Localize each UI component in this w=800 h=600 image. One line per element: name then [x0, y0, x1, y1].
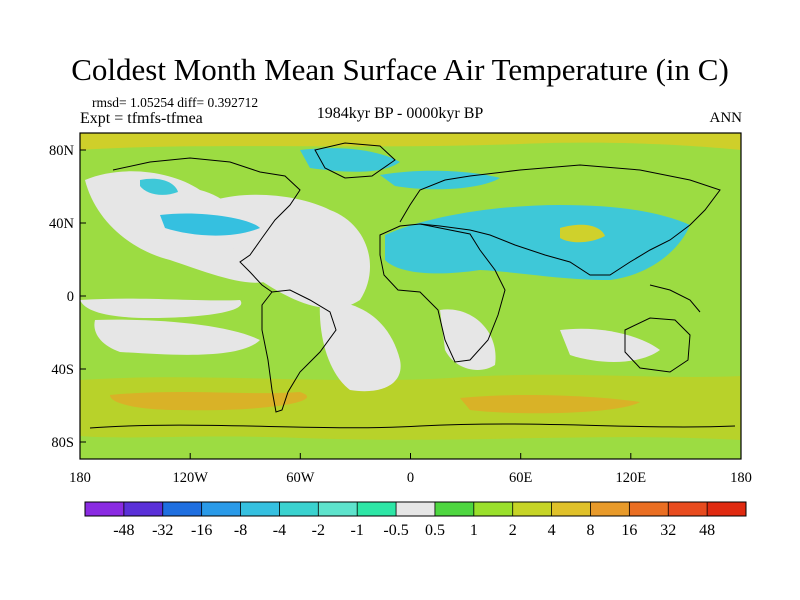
colorbar-bin	[396, 502, 435, 516]
lon-tick-label: 60E	[509, 470, 533, 486]
colorbar-label: 32	[660, 522, 676, 539]
warm-patch-1	[110, 392, 308, 411]
plot-title: Coldest Month Mean Surface Air Temperatu…	[71, 52, 729, 87]
colorbar-bin	[434, 502, 474, 516]
lat-tick-label: 0	[67, 289, 74, 305]
lon-tick-label: 60W	[286, 470, 315, 486]
warm-patch-2	[460, 395, 640, 414]
colorbar-label: -0.5	[383, 522, 408, 539]
coast-greenland	[314, 142, 396, 179]
cool-greenland	[300, 148, 400, 172]
coast-australia	[624, 317, 691, 373]
colorbar-label: -8	[234, 522, 247, 539]
lon-tick-label: 0	[407, 470, 414, 486]
cool-north-europe	[380, 170, 500, 190]
lon-tick-label: 120W	[172, 470, 208, 486]
cool-north-pacific	[160, 213, 260, 236]
colorbar-bin	[551, 502, 591, 516]
colorbar-bin	[279, 502, 319, 516]
period-label: 1984kyr BP - 0000kyr BP	[316, 105, 484, 122]
season-label: ANN	[709, 110, 743, 126]
lat-axis: 80N 40N 0 40S 80S	[49, 143, 86, 451]
colorbar-bin	[512, 502, 552, 516]
colorbar-bin	[707, 502, 746, 516]
coast-antarctica	[89, 423, 736, 429]
colorbar-label: 1	[470, 522, 478, 539]
colorbar-bin	[357, 502, 397, 516]
warm-band-north	[80, 133, 741, 150]
colorbar-bin	[201, 502, 241, 516]
lon-tick-label: 180	[69, 470, 91, 486]
colorbar-label: 4	[548, 522, 556, 539]
neutral-south-atlantic	[319, 300, 401, 392]
colorbar-label: -2	[312, 522, 325, 539]
lat-tick-label: 40N	[49, 216, 75, 232]
colorbar-bin	[590, 502, 630, 516]
colorbar-bin	[123, 502, 163, 516]
colorbar-label: 8	[586, 522, 594, 539]
colorbar-label: -1	[351, 522, 364, 539]
experiment-label: Expt = tfmfs-tfmea	[80, 110, 203, 127]
coast-north-america	[112, 157, 301, 293]
colorbar-bin	[240, 502, 280, 516]
cool-eurasia-africa	[385, 205, 690, 280]
coast-maritime-asia	[649, 284, 701, 313]
coast-africa	[379, 223, 506, 363]
colorbar-label: 16	[621, 522, 637, 539]
neutral-north-america	[215, 194, 370, 309]
lat-tick-label: 80S	[51, 435, 74, 451]
colorbar-label: -16	[191, 522, 212, 539]
neutral-indian-ocean	[560, 328, 660, 362]
colorbar: -48 -32 -16 -8 -4 -2 -1 -0.5 0.5 1 2 4 8…	[84, 501, 747, 539]
lon-tick-label: 120E	[615, 470, 646, 486]
colorbar-label: -48	[113, 522, 134, 539]
colorbar-label: -32	[152, 522, 173, 539]
cool-alaska-patch	[140, 178, 178, 195]
stats-text: rmsd= 1.05254 diff= 0.392712	[92, 95, 259, 110]
warm-band-south	[80, 374, 741, 440]
colorbar-label: -4	[273, 522, 286, 539]
temperature-field	[80, 133, 741, 459]
colorbar-bin	[629, 502, 669, 516]
colorbar-bin	[473, 502, 513, 516]
colorbar-frame	[84, 501, 747, 517]
colorbar-bin	[85, 502, 124, 516]
lat-tick-label: 80N	[49, 143, 75, 159]
coastlines	[89, 142, 736, 429]
lon-axis: 180 120W 60W 0 60E 120E 180	[69, 453, 752, 486]
neutral-equatorial-pacific	[80, 298, 242, 318]
neutral-south-africa	[440, 309, 496, 370]
colorbar-bin	[162, 502, 202, 516]
warm-tibet-patch	[560, 224, 605, 243]
colorbar-label: 2	[509, 522, 517, 539]
coast-south-america	[261, 289, 337, 413]
colorbar-bin	[318, 502, 358, 516]
colorbar-bin	[668, 502, 708, 516]
lat-tick-label: 40S	[51, 362, 74, 378]
colorbar-label: 48	[699, 522, 715, 539]
neutral-south-pacific	[94, 319, 260, 355]
colorbar-label: 0.5	[425, 522, 445, 539]
coast-eurasia	[399, 164, 721, 276]
lon-tick-label: 180	[730, 470, 752, 486]
